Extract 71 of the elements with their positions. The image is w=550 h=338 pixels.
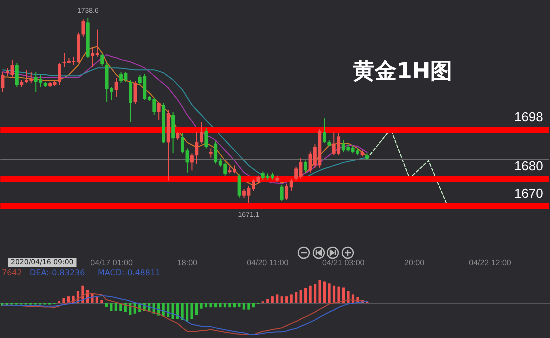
bar: [110, 304, 113, 312]
bar: [290, 294, 293, 304]
candlestick: [15, 62, 19, 88]
candlestick: [204, 128, 208, 150]
bar: [248, 304, 250, 310]
bar: [295, 292, 298, 304]
bar: [271, 296, 274, 304]
bar: [96, 297, 98, 304]
bar: [266, 299, 270, 304]
x-tick-label: 04/20 11:00: [247, 258, 290, 268]
bar: [233, 304, 236, 308]
bar: [210, 304, 212, 308]
bar: [200, 304, 203, 309]
candlestick: [134, 80, 138, 105]
text: 7642: [2, 268, 22, 278]
bar: [309, 286, 312, 304]
candlestick: [200, 122, 204, 144]
bar: [323, 282, 326, 304]
bar: [172, 304, 174, 320]
bar: [280, 296, 284, 304]
bar: [332, 286, 336, 304]
ref-line-label: 1698: [514, 109, 544, 124]
bar: [242, 304, 246, 310]
x-tick-label: 04/22 12:00: [469, 258, 512, 268]
x-tick-label: 04/21 03:00: [322, 258, 366, 268]
candlestick: [172, 112, 175, 154]
bar: [238, 304, 241, 307]
bar: [219, 304, 222, 308]
candlestick: [129, 80, 132, 123]
candlestick: [209, 148, 213, 158]
bar: [190, 304, 194, 320]
bar: [58, 300, 61, 304]
ref-line-label: 1680: [514, 158, 544, 174]
bar: [347, 291, 350, 304]
ref-line-label: 1670: [514, 186, 544, 201]
bar: [338, 286, 340, 304]
bar: [314, 284, 317, 304]
x-tick-label: 04/17 01:00: [90, 258, 134, 268]
bar: [224, 304, 227, 308]
text: DEA:-0.83236: [30, 268, 86, 278]
candlestick: [190, 153, 194, 172]
bar: [105, 304, 108, 307]
candlestick: [58, 62, 62, 86]
bar: [252, 304, 255, 308]
text: MACD:-0.48811: [98, 268, 161, 278]
bar: [204, 304, 208, 308]
bar: [318, 280, 322, 304]
bar: [286, 296, 288, 304]
bar: [176, 304, 180, 320]
x-tick-label: 18:00: [177, 258, 198, 268]
text: 黄金1H图: [352, 60, 453, 84]
bar: [304, 288, 308, 304]
x-tick-label: 20:00: [404, 258, 426, 268]
candlestick: [157, 102, 161, 121]
bar: [62, 298, 66, 304]
bar: [195, 304, 198, 316]
bar: [228, 304, 232, 308]
candlestick: [280, 184, 284, 202]
candlestick: [304, 160, 308, 174]
bar: [114, 304, 118, 312]
bar: [181, 304, 184, 320]
bar: [186, 304, 189, 322]
bar: [300, 290, 302, 304]
bar: [276, 294, 279, 304]
candlestick: [82, 19, 86, 38]
candlestick: [195, 132, 199, 165]
candlestick: [322, 118, 326, 144]
bar: [100, 300, 104, 304]
bar: [328, 284, 331, 304]
candlestick: [100, 53, 104, 66]
bar: [214, 304, 218, 308]
